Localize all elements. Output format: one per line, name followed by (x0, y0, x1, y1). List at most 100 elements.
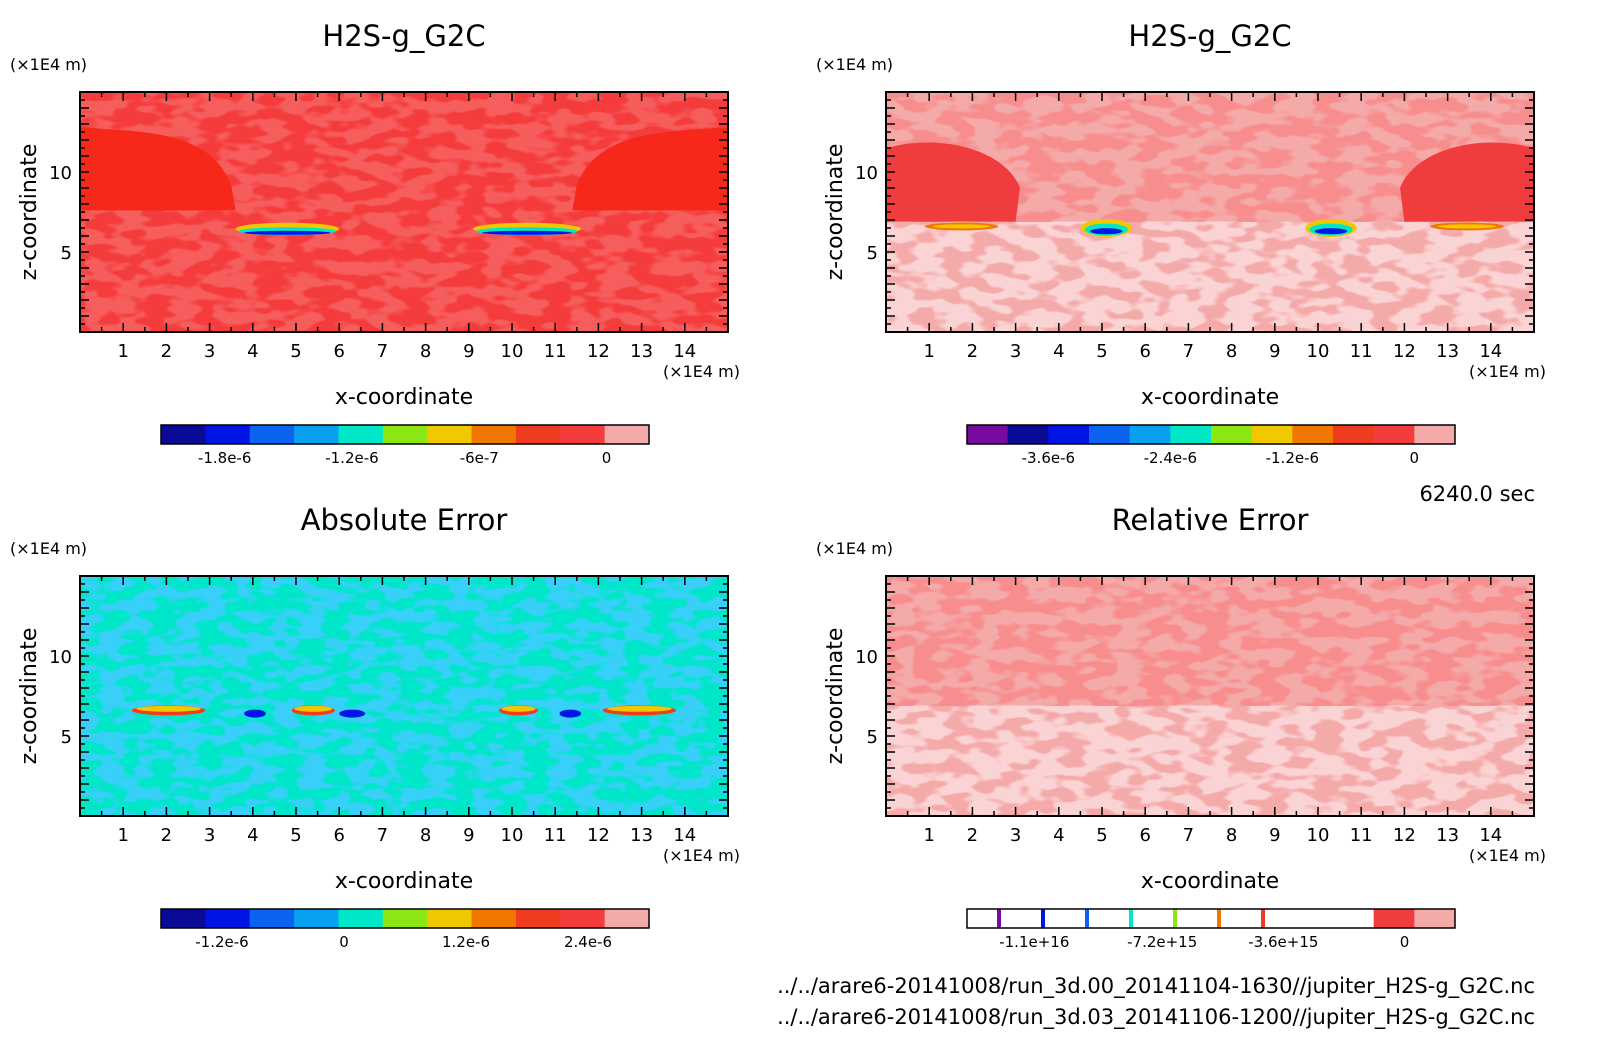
colorbar-frame (966, 424, 1456, 445)
cloud-band-core (932, 224, 991, 229)
colorbar-swatch (1170, 425, 1212, 444)
x-unit-label: (×1E4 m) (663, 846, 740, 865)
x-tick-label: 11 (544, 341, 567, 362)
colorbar-swatch (338, 909, 384, 928)
x-tick-label: 13 (630, 825, 653, 846)
x-tick-label: 1 (117, 341, 128, 362)
colorbar-tick-label: -2.4e-6 (1144, 449, 1197, 467)
x-tick-label: 3 (204, 341, 215, 362)
chart-panel-3: Absolute Error(×1E4 m)1 2 3 4 5 6 7 8 9 10 11 12 13 1… (10, 503, 740, 951)
y-tick-label: 10 (49, 163, 72, 184)
colorbar-swatch (1414, 909, 1456, 928)
error-band-core (501, 705, 536, 712)
x-tick-label: 5 (1096, 825, 1107, 846)
error-band-core (294, 705, 333, 712)
y-tick-label: 10 (49, 647, 72, 668)
colorbar-swatch (249, 425, 295, 444)
error-band-negative (244, 709, 266, 718)
x-tick-label: 9 (1269, 825, 1280, 846)
colorbar-tick-label: -1.2e-6 (325, 449, 378, 467)
colorbar-swatch (1048, 909, 1090, 928)
y-axis-label: z-coordinate (17, 628, 42, 765)
y-unit-label: (×1E4 m) (816, 55, 893, 74)
y-tick-label: 5 (61, 243, 72, 264)
colorbar-swatch (604, 909, 650, 928)
x-tick-label: 2 (161, 341, 172, 362)
colorbar-swatch (967, 425, 1009, 444)
cloud-band-core (1438, 224, 1497, 229)
field-texture (80, 576, 728, 816)
x-tick-label: 6 (1139, 825, 1150, 846)
x-tick-label: 11 (544, 825, 567, 846)
x-tick-label: 8 (420, 825, 431, 846)
x-tick-label: 8 (1226, 341, 1237, 362)
x-tick-label: 1 (117, 825, 128, 846)
x-tick-label: 6 (1139, 341, 1150, 362)
field-layer (80, 92, 728, 332)
colorbar-swatch (205, 909, 251, 928)
x-unit-label: (×1E4 m) (1469, 846, 1546, 865)
y-axis-label: z-coordinate (17, 144, 42, 281)
x-tick-label: 14 (673, 341, 696, 362)
colorbar-tick-label: -3.6e-6 (1022, 449, 1075, 467)
colorbar-swatch (1129, 425, 1171, 444)
y-unit-label: (×1E4 m) (816, 539, 893, 558)
x-tick-label: 2 (967, 341, 978, 362)
colorbar-sliver (1085, 909, 1089, 928)
error-band-core (607, 705, 672, 712)
x-tick-label: 4 (247, 341, 258, 362)
colorbar-swatch (560, 909, 606, 928)
colorbar-swatch (1170, 909, 1212, 928)
y-tick-label: 5 (61, 727, 72, 748)
x-tick-label: 4 (247, 825, 258, 846)
colorbar-tick-label: -1.1e+16 (999, 933, 1069, 951)
chart-title: Absolute Error (301, 503, 508, 537)
colorbar-swatch (1292, 909, 1334, 928)
chart-panel-1: H2S-g_G2C(×1E4 m)1 2 3 4 5 6 7 8 9 10 11 12 13 14(×1E… (10, 19, 740, 467)
x-tick-label: 6 (333, 825, 344, 846)
x-tick-label: 5 (290, 825, 301, 846)
colorbar-swatch (515, 425, 561, 444)
x-tick-label: 4 (1053, 341, 1064, 362)
y-tick-label: 5 (867, 727, 878, 748)
cloud-core-min (1090, 228, 1123, 235)
colorbar-swatch (161, 909, 206, 928)
x-tick-label: 13 (1436, 825, 1459, 846)
x-tick-label: 10 (501, 341, 524, 362)
colorbar-frame (160, 424, 650, 445)
colorbar-swatch (1007, 909, 1049, 928)
colorbar-swatch (1333, 425, 1375, 444)
colorbar-tick-label: -6e-7 (460, 449, 499, 467)
colorbar-tick-label: 0 (602, 449, 612, 467)
error-band-negative (559, 709, 582, 718)
error-band-core (136, 705, 201, 712)
x-tick-label: 9 (1269, 341, 1280, 362)
colorbar-swatch (1211, 909, 1253, 928)
cloud-core-min (1314, 228, 1348, 235)
x-tick-label: 12 (587, 341, 610, 362)
x-tick-label: 12 (1393, 825, 1416, 846)
x-tick-label: 10 (1307, 341, 1330, 362)
field-layer (886, 576, 1534, 816)
chart-title: Relative Error (1112, 503, 1309, 537)
x-tick-label: 4 (1053, 825, 1064, 846)
colorbar-swatch (382, 425, 428, 444)
colorbar-swatch (1251, 909, 1293, 928)
colorbar-tick-label: 1.2e-6 (442, 933, 490, 951)
lower-texture (886, 705, 1534, 816)
colorbar-sliver (1173, 909, 1177, 928)
x-axis-label: x-coordinate (335, 385, 473, 410)
upper-left-lobe (886, 142, 1020, 222)
colorbar-swatch (294, 909, 339, 928)
x-tick-label: 7 (1183, 341, 1194, 362)
x-tick-label: 9 (463, 341, 474, 362)
x-tick-label: 3 (1010, 825, 1021, 846)
colorbar-swatch (560, 425, 606, 444)
y-axis-label: z-coordinate (823, 628, 848, 765)
colorbar-swatch (205, 425, 251, 444)
colorbar-tick-label: -3.6e+15 (1248, 933, 1318, 951)
field-layer (80, 576, 728, 816)
x-tick-label: 2 (967, 825, 978, 846)
colorbar-swatch (161, 425, 206, 444)
